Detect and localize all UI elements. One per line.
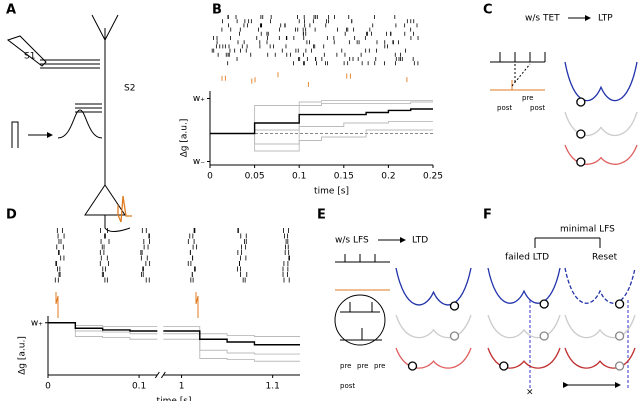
state-ball [407, 361, 418, 371]
state-ball [614, 299, 625, 309]
panel-label: E [317, 208, 326, 223]
state-ball [576, 157, 586, 167]
y-tick-label: w₊ [193, 94, 205, 104]
axis-break [157, 372, 164, 378]
energy-well [487, 347, 561, 369]
energy-well [564, 61, 638, 102]
y-tick-label: w₊ [31, 318, 43, 328]
state-ball [614, 331, 625, 341]
spike [195, 292, 199, 318]
branch-label: Reset [592, 253, 618, 263]
neuron-diagram [6, 14, 131, 232]
energy-well [564, 144, 638, 165]
energy-well [395, 347, 472, 369]
series-line [163, 330, 300, 346]
x-tick-label: 1.1 [266, 382, 280, 392]
energy-well [564, 267, 636, 304]
series-line [210, 108, 433, 135]
state-ball [499, 361, 509, 371]
energy-well [487, 314, 561, 339]
series-line [210, 129, 433, 152]
x-tick-label: 0 [45, 382, 51, 392]
decorations [54, 15, 638, 371]
spike [55, 292, 59, 318]
orange-trace [117, 195, 132, 223]
series-line [163, 338, 300, 355]
energy-well [395, 314, 472, 339]
bracket [534, 237, 601, 248]
cross: × [526, 388, 534, 398]
guide [529, 300, 629, 390]
panel-label: B [212, 3, 222, 18]
zoom-trains [340, 302, 382, 341]
pre-label: pre [340, 362, 351, 370]
panel-label: A [6, 3, 16, 18]
energy-well [564, 314, 636, 339]
state-ball [539, 331, 549, 341]
outcome: LTP [598, 14, 613, 24]
series-line [48, 322, 158, 332]
pre-label: pre [357, 362, 368, 370]
panel-label: D [6, 208, 17, 223]
energy-well [395, 267, 472, 306]
protocol: w/s TET [525, 14, 560, 24]
y-axis-title: Δg [a.u.] [18, 336, 28, 375]
outcome: LTD [412, 236, 428, 246]
series-line [163, 333, 300, 362]
state-ball [539, 299, 549, 309]
state-ball [449, 331, 460, 341]
post-label: post [497, 104, 512, 112]
pre-label: pre [374, 362, 385, 370]
pre-train [490, 52, 546, 63]
axis-break [154, 371, 166, 379]
x-tick-label: 0.25 [423, 172, 443, 182]
x-tick-label: 1 [179, 382, 185, 392]
state-ball [576, 97, 586, 107]
x-axis-title: time [s] [157, 397, 192, 401]
state-ball [449, 301, 460, 311]
panel-label: F [483, 208, 492, 223]
protocol: minimal LFS [560, 225, 615, 235]
y-tick-label: w₋ [193, 157, 205, 167]
branch-label: failed LTD [505, 253, 549, 263]
panel-label: C [483, 3, 493, 18]
pairing [511, 63, 531, 87]
state-ball [576, 129, 586, 139]
x-tick-label: 0 [207, 172, 213, 182]
x-tick-label: 0.05 [245, 172, 265, 182]
energy-well [487, 267, 561, 304]
series-line [210, 101, 433, 134]
x-axis-title: time [s] [314, 187, 349, 197]
stim-label: S1 [24, 52, 35, 62]
stim-label: S2 [124, 84, 135, 94]
pre-train [335, 254, 390, 263]
state-ball [614, 361, 625, 371]
pre-label: pre [522, 94, 533, 102]
energy-well [564, 111, 638, 137]
x-tick-label: 0.2 [381, 172, 395, 182]
post-train [490, 80, 545, 91]
axes [47, 316, 300, 376]
series-line [163, 326, 300, 337]
post-label: post [340, 382, 355, 390]
x-tick-label: 0.15 [334, 172, 354, 182]
y-axis-title: Δg [a.u.] [180, 119, 190, 158]
x-tick-label: 0.1 [292, 172, 306, 182]
energy-well [564, 347, 636, 369]
protocol: w/s LFS [335, 236, 369, 246]
zoom-circle [334, 294, 386, 346]
x-tick-label: 0.1 [132, 382, 146, 392]
post-label: post [530, 104, 545, 112]
